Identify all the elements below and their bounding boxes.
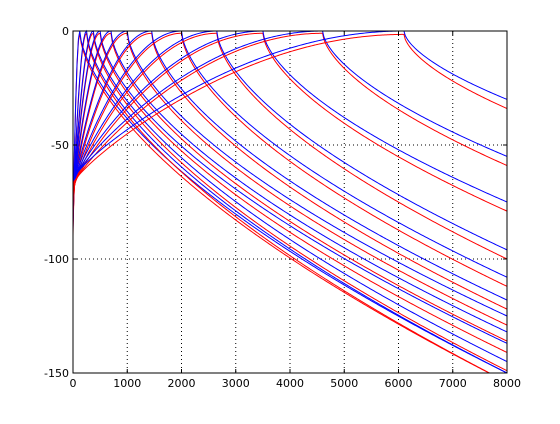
blue-filter-curve xyxy=(72,30,508,180)
blue-filter-curve xyxy=(72,30,508,363)
y-tick-label: -100 xyxy=(44,253,69,266)
x-tick-label: 6000 xyxy=(385,377,413,390)
blue-filter-curve xyxy=(72,30,508,333)
x-tick-label: 1000 xyxy=(113,377,141,390)
x-tick-label: 7000 xyxy=(439,377,467,390)
red-filter-curve xyxy=(72,32,508,260)
red-filter-curve xyxy=(72,32,508,353)
red-filter-curve xyxy=(72,33,507,374)
blue-filter-curve xyxy=(72,30,508,251)
red-filter-curve xyxy=(72,32,508,326)
blue-filter-curve xyxy=(72,30,508,203)
x-tick-label: 4000 xyxy=(276,377,304,390)
red-filter-curve xyxy=(72,32,508,372)
y-tick-label: 0 xyxy=(62,25,69,38)
blue-filter-curve xyxy=(72,30,508,374)
blue-filter-curve xyxy=(72,30,508,344)
x-tick-label: 2000 xyxy=(168,377,196,390)
red-filter-curve xyxy=(72,32,508,187)
grid-layer xyxy=(73,31,507,373)
red-filter-curve xyxy=(72,32,508,310)
x-tick-label: 8000 xyxy=(493,377,521,390)
red-filter-curve xyxy=(72,32,508,212)
y-tick-label: -150 xyxy=(44,367,69,380)
x-tick-label: 3000 xyxy=(222,377,250,390)
plot-frame xyxy=(72,30,508,374)
red-filter-curve xyxy=(72,32,508,342)
blue-filter-curve xyxy=(72,30,508,301)
tick-layer: 0 1000 2000 3000 4000 5000 6000 7000 8000 0 -50 -10… xyxy=(44,25,521,390)
x-tick-label: 0 xyxy=(70,377,77,390)
red-filter-curve xyxy=(72,33,508,184)
blue-filter-curve xyxy=(72,30,508,317)
y-tick-label: -50 xyxy=(51,139,69,152)
red-filter-curve xyxy=(72,31,507,374)
blue-filter-curve xyxy=(72,30,508,278)
red-filter-curve xyxy=(72,32,508,287)
series-layer xyxy=(72,29,508,374)
blue-filter-curve xyxy=(72,29,508,374)
x-tick-label: 5000 xyxy=(330,377,358,390)
